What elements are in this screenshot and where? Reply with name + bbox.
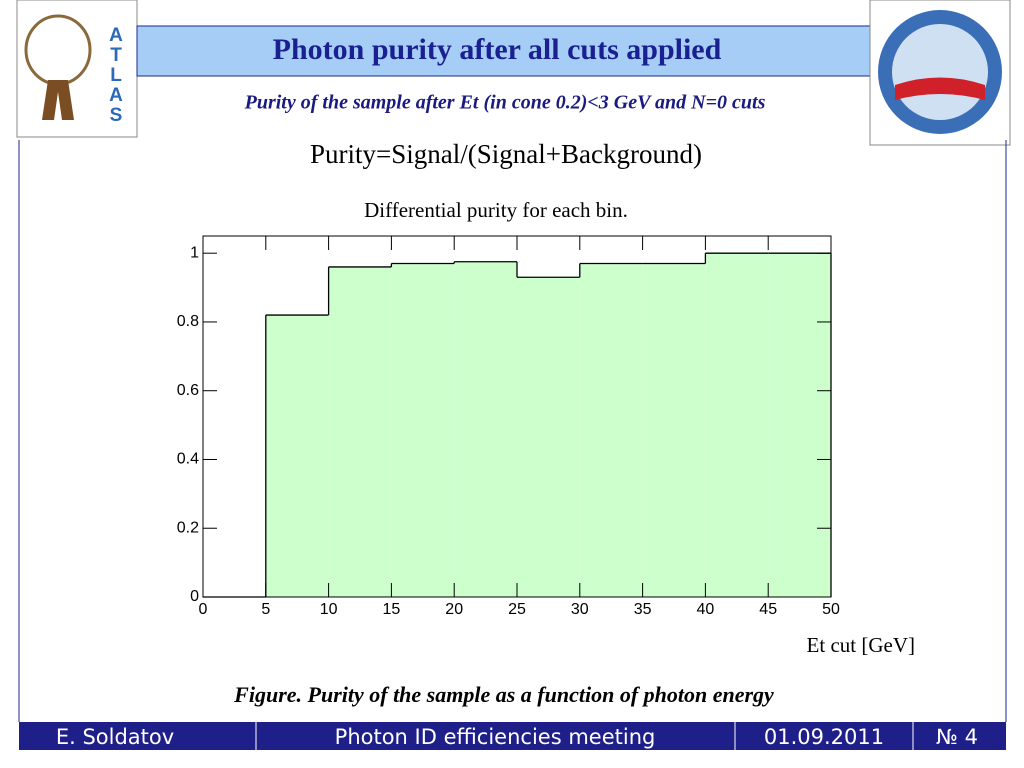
y-tick-label: 0.6: [177, 382, 199, 399]
y-tick-label: 0.8: [177, 313, 199, 330]
y-tick-label: 1: [190, 244, 199, 261]
x-tick-label: 50: [822, 601, 840, 618]
x-tick-label: 40: [697, 601, 715, 618]
x-tick-label: 20: [445, 601, 463, 618]
y-tick-label: 0.4: [177, 451, 199, 468]
plot: 00.20.40.60.810 5 10 15 20 25 30 35 40 45 50: [177, 235, 840, 618]
slide-title: Photon purity after all cuts applied: [273, 33, 722, 66]
right-logo-flag: [895, 77, 985, 100]
slide-subtitle: Purity of the sample after Et (in cone 0…: [244, 92, 766, 114]
footer-date: 01.09.2011: [764, 725, 884, 749]
x-tick-label: 15: [383, 601, 401, 618]
footer-bar: [19, 722, 1006, 750]
bar: [391, 263, 455, 597]
bar: [328, 266, 392, 597]
y-tick-label: 0.2: [177, 519, 199, 536]
y-tick-label: 0: [190, 588, 199, 605]
bar: [705, 253, 769, 597]
bar: [517, 277, 580, 597]
right-logo-inner: [892, 24, 988, 120]
x-tick-label: 0: [199, 601, 208, 618]
bar: [579, 263, 643, 597]
x-tick-label: 45: [759, 601, 777, 618]
formula: Purity=Signal/(Signal+Background): [310, 139, 702, 169]
caption: Figure. Purity of the sample as a functi…: [233, 682, 774, 707]
x-tick-label: 5: [261, 601, 270, 618]
x-axis-label: Et cut [GeV]: [807, 633, 915, 657]
footer-author: E. Soldatov: [56, 725, 174, 749]
x-tick-label: 25: [508, 601, 526, 618]
footer-meeting: Photon ID efficiencies meeting: [335, 725, 656, 749]
bar: [454, 261, 517, 597]
x-tick-label: 35: [634, 601, 652, 618]
bar: [642, 263, 706, 597]
chart-title: Differential purity for each bin.: [364, 198, 628, 222]
bar: [265, 315, 329, 597]
x-tick-label: 30: [571, 601, 589, 618]
bar: [768, 253, 831, 597]
x-tick-label: 10: [320, 601, 338, 618]
logo-figure: [42, 80, 74, 120]
footer-page: № 4: [936, 725, 978, 749]
